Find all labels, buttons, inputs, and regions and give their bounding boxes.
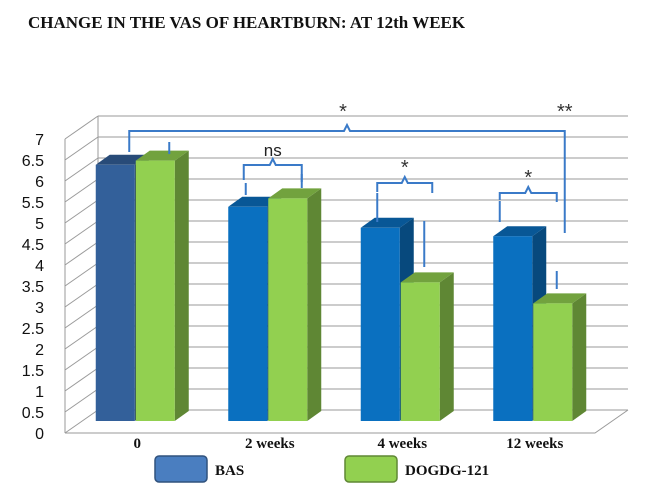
sig-4-weeks-bracket bbox=[376, 174, 434, 193]
y-tick-label: 5 bbox=[35, 216, 44, 233]
y-tick-label: 4.5 bbox=[22, 237, 44, 254]
y-tick-label: 2 bbox=[35, 342, 44, 359]
x-axis-labels: 0 2 weeks 4 weeks 12 weeks bbox=[134, 436, 564, 452]
grid-line-side bbox=[64, 325, 99, 350]
grid-line-side bbox=[64, 262, 99, 287]
legend-dogdg-121: DOGDG-121 bbox=[344, 455, 489, 483]
y-tick-label: 1 bbox=[35, 384, 44, 401]
sig-4-weeks-label: * bbox=[401, 157, 409, 179]
legend-bas: BAS bbox=[154, 455, 244, 483]
y-axis-ticks: 0 0.5 1 1.5 2 2.5 3 3.5 4 4.5 5 5.5 6 6.5 7 bbox=[22, 132, 44, 443]
sig-overall-label: * bbox=[339, 101, 347, 123]
grid-line-side bbox=[64, 367, 99, 392]
bar-dogdg-121 bbox=[268, 188, 322, 421]
grid-line-side bbox=[64, 199, 99, 224]
grid-line-side bbox=[64, 304, 99, 329]
grid-line-side bbox=[64, 115, 99, 140]
bar-dogdg-121 bbox=[135, 150, 189, 421]
y-tick-label: 7 bbox=[35, 132, 44, 149]
grid-line-side bbox=[64, 283, 99, 308]
grid-line-side bbox=[64, 346, 99, 371]
sig-2-weeks-label: ns bbox=[264, 141, 282, 160]
chart-legend: BAS DOGDG-121 bbox=[154, 455, 489, 483]
legend-label: DOGDG-121 bbox=[405, 463, 489, 479]
x-tick-label: 0 bbox=[134, 436, 142, 452]
y-tick-label: 6.5 bbox=[22, 153, 44, 170]
legend-swatch bbox=[344, 455, 398, 483]
grid-line-side bbox=[64, 136, 99, 161]
y-tick-label: 3.5 bbox=[22, 279, 44, 296]
x-tick-label: 4 weeks bbox=[377, 436, 427, 452]
y-tick-label: 3 bbox=[35, 300, 44, 317]
bar-dogdg-121 bbox=[400, 272, 454, 421]
sig-12-weeks-bracket bbox=[498, 184, 558, 202]
y-tick-label: 1.5 bbox=[22, 363, 44, 380]
bar-dogdg-121 bbox=[533, 293, 587, 421]
significance-annotations: ns* ** ** bbox=[128, 101, 573, 289]
y-tick-label: 6 bbox=[35, 174, 44, 191]
grid-line-side bbox=[64, 241, 99, 266]
chart-title: CHANGE IN THE VAS OF HEARTBURN: AT 12th … bbox=[28, 13, 466, 32]
grid-line-side bbox=[64, 220, 99, 245]
sig-overall-bracket bbox=[128, 122, 566, 233]
grid-line-side bbox=[64, 157, 99, 182]
sig-overall-end-label: ** bbox=[557, 101, 573, 123]
bar-series bbox=[95, 150, 587, 422]
y-tick-label: 4 bbox=[35, 258, 44, 275]
grid-line-side bbox=[64, 178, 99, 203]
x-tick-label: 2 weeks bbox=[245, 436, 295, 452]
sig-2-weeks-bracket bbox=[242, 156, 303, 182]
legend-swatch bbox=[154, 455, 208, 483]
grid-line-side bbox=[64, 409, 99, 434]
x-tick-label: 12 weeks bbox=[506, 436, 563, 452]
grid-line-side bbox=[64, 388, 99, 413]
sig-12-weeks-label: * bbox=[524, 167, 532, 189]
y-tick-label: 2.5 bbox=[22, 321, 44, 338]
legend-label: BAS bbox=[215, 463, 244, 479]
y-tick-label: 0 bbox=[35, 426, 44, 443]
y-tick-label: 0.5 bbox=[22, 405, 44, 422]
y-tick-label: 5.5 bbox=[22, 195, 44, 212]
